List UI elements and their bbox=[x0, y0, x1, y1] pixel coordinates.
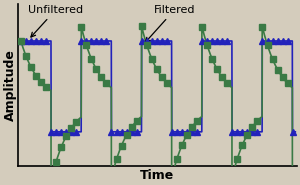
Y-axis label: Amplitude: Amplitude bbox=[4, 49, 16, 121]
Text: Filtered: Filtered bbox=[146, 5, 195, 42]
X-axis label: Time: Time bbox=[140, 169, 174, 181]
Text: Unfiltered: Unfiltered bbox=[28, 5, 83, 37]
